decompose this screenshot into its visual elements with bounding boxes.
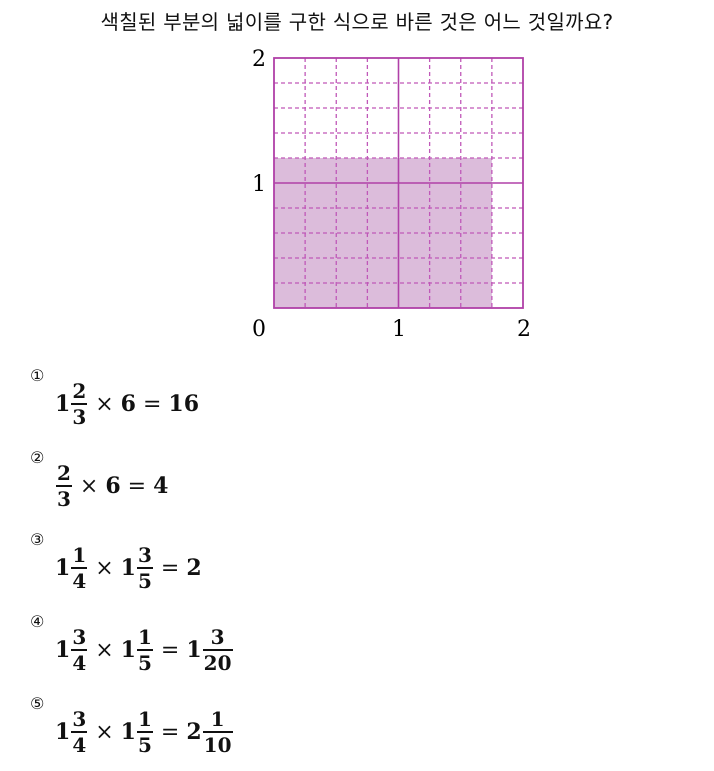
question-text: 색칠된 부분의 넓이를 구한 식으로 바른 것은 어느 것일까요? — [100, 10, 614, 34]
result: 2 — [186, 555, 202, 581]
x-label-1: 1 — [392, 317, 406, 342]
whole-part: 1 — [120, 555, 136, 581]
grid-border — [273, 57, 524, 309]
option-2-marker: ② — [30, 448, 45, 467]
equals-sign: = — [160, 637, 180, 663]
times-sign: × — [95, 719, 114, 745]
whole-part: 1 — [55, 719, 71, 745]
equals-sign: = — [160, 719, 180, 745]
x-label-0: 0 — [252, 317, 266, 342]
y-label-2: 2 — [252, 47, 266, 72]
option-4-marker: ④ — [30, 612, 45, 631]
whole-part: 1 — [55, 637, 71, 663]
times-sign: × — [79, 473, 99, 499]
result: 4 — [153, 473, 169, 499]
whole-part: 1 — [55, 391, 71, 417]
option-3-marker: ③ — [30, 530, 45, 549]
result-whole: 2 — [186, 719, 202, 745]
x-label-2: 2 — [517, 317, 531, 342]
area-grid-figure: 0 1 2 1 2 — [252, 47, 531, 342]
times-sign: × — [95, 391, 114, 417]
times-sign: × — [95, 637, 114, 663]
result-fraction: 3 20 — [202, 625, 233, 675]
equals-sign: = — [142, 391, 162, 417]
factor: 6 — [120, 391, 136, 417]
factor: 6 — [105, 473, 121, 499]
result-fraction: 1 10 — [202, 707, 233, 757]
whole-part: 1 — [120, 637, 136, 663]
whole-part: 1 — [120, 719, 136, 745]
option-5-marker: ⑤ — [30, 694, 45, 713]
whole-part: 1 — [55, 555, 71, 581]
result: 16 — [168, 391, 200, 417]
option-1-marker: ① — [30, 366, 45, 385]
result-whole: 1 — [186, 637, 202, 663]
equals-sign: = — [160, 555, 180, 581]
y-label-1: 1 — [252, 172, 266, 197]
times-sign: × — [95, 555, 114, 581]
equals-sign: = — [127, 473, 147, 499]
